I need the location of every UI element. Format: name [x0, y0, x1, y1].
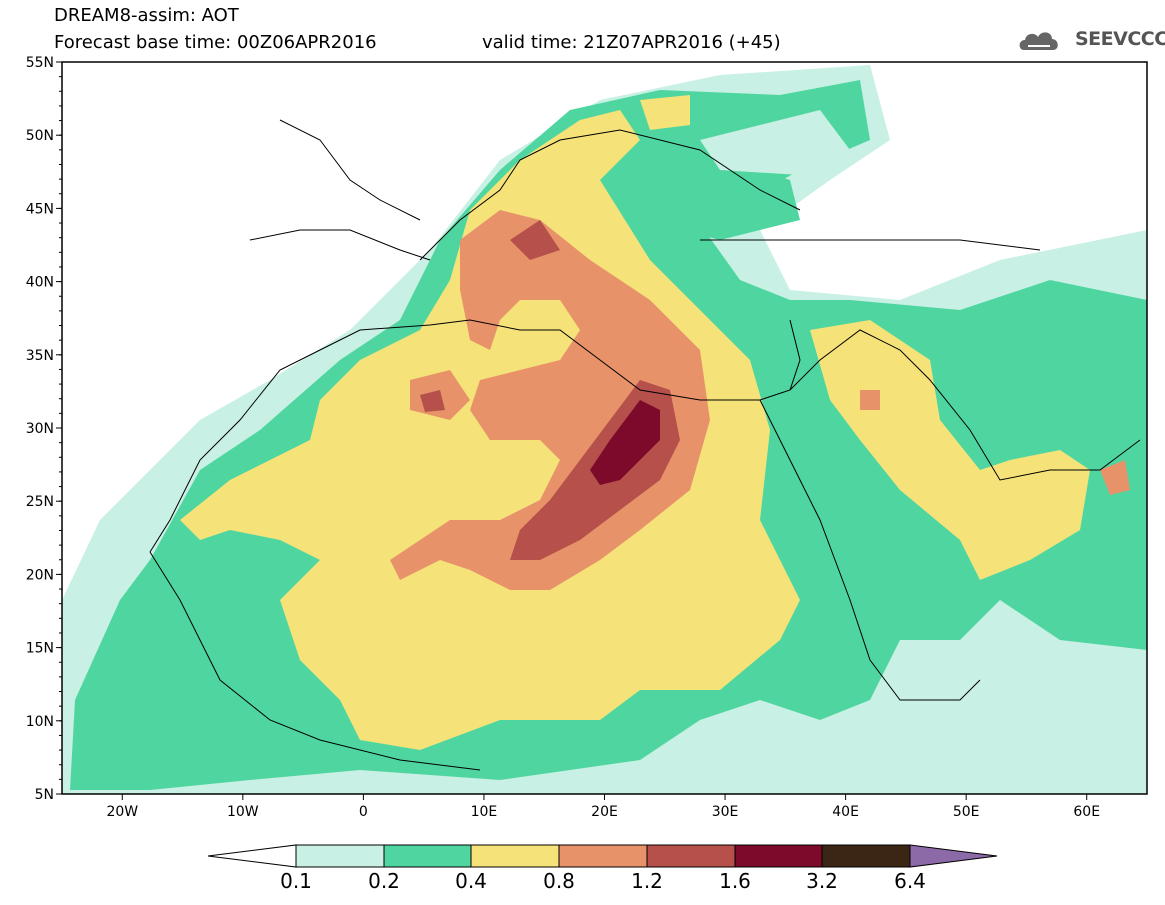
lon-tick-label: 30E [712, 804, 739, 820]
aot-shading [62, 65, 1147, 794]
lat-tick-label: 40N [26, 275, 54, 291]
lon-tick-label: 50E [953, 804, 980, 820]
colorbar-segment [909, 844, 998, 868]
lat-tick-label: 45N [26, 201, 54, 217]
lat-tick-label: 25N [26, 494, 54, 510]
forecast-base-time: Forecast base time: 00Z06APR2016 [54, 32, 377, 53]
lat-tick-label: 5N [35, 787, 54, 803]
lat-tick-label: 35N [26, 348, 54, 364]
lon-tick-label: 0 [359, 804, 368, 820]
colorbar [207, 844, 998, 868]
colorbar-segment [646, 844, 736, 868]
lon-tick-label: 40E [832, 804, 859, 820]
colorbar-label: 0.2 [368, 869, 400, 893]
lat-tick-label: 20N [26, 567, 54, 583]
colorbar-segment [470, 844, 560, 868]
map-title: DREAM8-assim: AOT [54, 5, 239, 26]
coastlines [149, 119, 1141, 771]
colorbar-label: 0.8 [543, 869, 575, 893]
lon-tick-label: 60E [1073, 804, 1100, 820]
cloud-logo-icon [1019, 32, 1058, 50]
colorbar-label: 3.2 [806, 869, 838, 893]
colorbar-segment [383, 844, 472, 868]
colorbar-segment [734, 844, 823, 868]
lat-tick-label: 10N [26, 714, 54, 730]
lon-tick-label: 20W [106, 804, 138, 820]
valid-time: valid time: 21Z07APR2016 (+45) [482, 32, 781, 53]
lat-tick-label: 15N [26, 641, 54, 657]
colorbar-segment [558, 844, 648, 868]
lat-tick-label: 50N [26, 128, 54, 144]
colorbar-segment [821, 844, 911, 868]
lon-tick-label: 10E [471, 804, 498, 820]
lat-tick-label: 55N [26, 55, 54, 71]
lon-tick-label: 20E [591, 804, 618, 820]
colorbar-segment [295, 844, 385, 868]
colorbar-label: 1.2 [631, 869, 663, 893]
colorbar-label: 6.4 [894, 869, 926, 893]
colorbar-segment [207, 844, 297, 868]
logo-text: SEEVCCC [1075, 28, 1165, 50]
lon-tick-label: 10W [227, 804, 259, 820]
colorbar-label: 1.6 [719, 869, 751, 893]
colorbar-label: 0.4 [455, 869, 487, 893]
axis-ticks: 55N 50N 45N 40N 35N 30N 25N 20N 15N 10N 5N 20W 10W 0 1… [26, 55, 1100, 820]
lat-tick-label: 30N [26, 421, 54, 437]
colorbar-label: 0.1 [280, 869, 312, 893]
